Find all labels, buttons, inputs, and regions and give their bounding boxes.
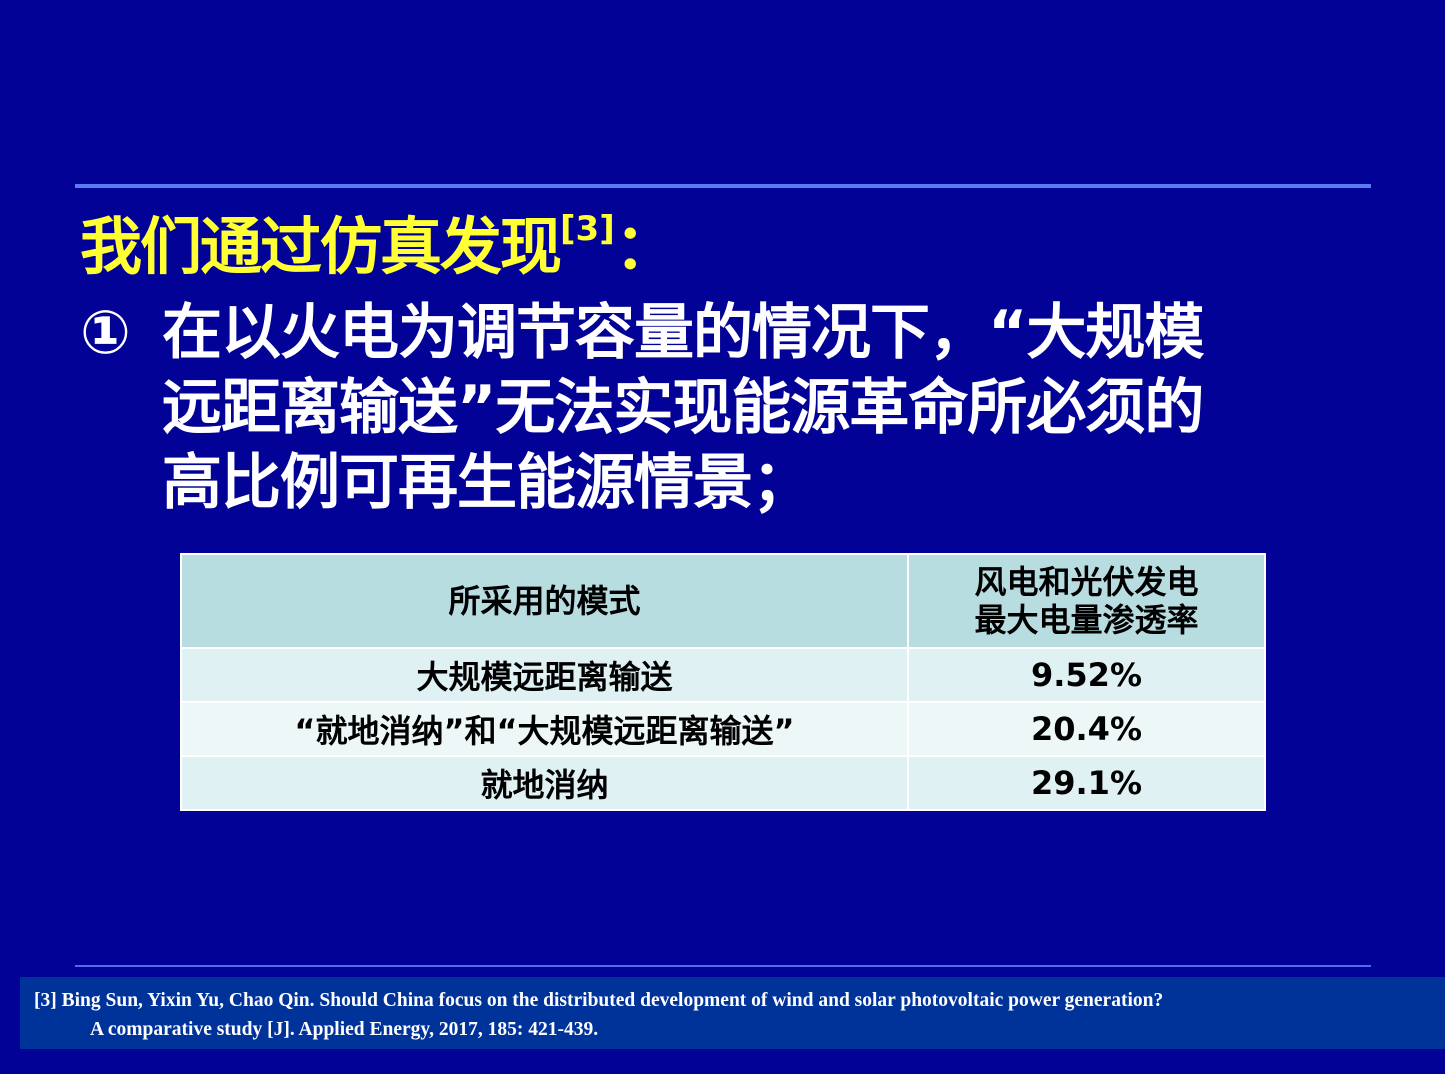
cell-mode: “就地消纳”和“大规模远距离输送” [180, 701, 909, 757]
finding-line: 高比例可再生能源情景； [162, 448, 812, 518]
cell-value: 20.4% [907, 701, 1266, 757]
title-text: 我们通过仿真发现 [80, 210, 562, 283]
cell-mode: 大规模远距离输送 [180, 647, 909, 703]
reference-line-2: A comparative study [J]. Applied Energy,… [90, 1019, 599, 1040]
reference-line-1: [3] Bing Sun, Yixin Yu, Chao Qin. Should… [34, 990, 1164, 1011]
finding-line: 在以火电为调节容量的情况下，“大规模 [162, 298, 1204, 368]
header-penetration-line1: 风电和光伏发电 [974, 563, 1199, 601]
cell-value: 9.52% [907, 647, 1266, 703]
header-penetration-line2: 最大电量渗透率 [974, 601, 1199, 639]
table-header-row: 所采用的模式 风电和光伏发电 最大电量渗透率 [180, 553, 1266, 649]
top-divider [75, 184, 1371, 188]
table-row: 就地消纳 29.1% [180, 755, 1266, 811]
table-row: 大规模远距离输送 9.52% [180, 647, 1266, 703]
finding-line: 远距离输送”无法实现能源革命所必须的 [162, 373, 1204, 443]
slide-title: 我们通过仿真发现[3]： [80, 196, 677, 286]
circled-number-marker: ① [80, 298, 131, 368]
header-penetration: 风电和光伏发电 最大电量渗透率 [907, 553, 1266, 649]
title-citation: [3] [560, 209, 615, 249]
results-table: 所采用的模式 风电和光伏发电 最大电量渗透率 大规模远距离输送 9.52% “就地… [180, 553, 1266, 811]
title-colon: ： [614, 210, 677, 283]
cell-mode: 就地消纳 [180, 755, 909, 811]
table-row: “就地消纳”和“大规模远距离输送” 20.4% [180, 701, 1266, 757]
header-mode: 所采用的模式 [180, 553, 909, 649]
finding-point: ① 在以火电为调节容量的情况下，“大规模 远距离输送”无法实现能源革命所必须的 … [80, 296, 1360, 521]
bottom-divider [75, 965, 1371, 967]
cell-value: 29.1% [907, 755, 1266, 811]
reference-box: [3] Bing Sun, Yixin Yu, Chao Qin. Should… [20, 977, 1445, 1049]
